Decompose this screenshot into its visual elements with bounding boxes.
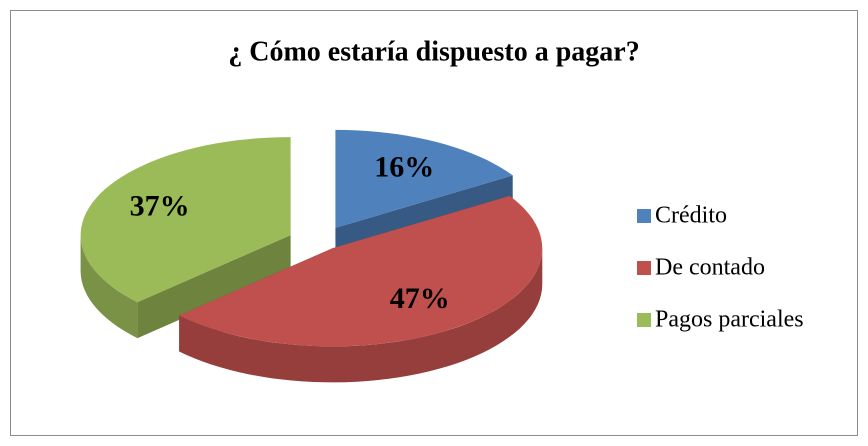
legend-label: Pagos parciales — [655, 307, 804, 333]
data-label: 37% — [130, 189, 190, 222]
slice — [80, 137, 291, 303]
data-label: 16% — [374, 150, 434, 183]
legend-label: De contado — [655, 255, 765, 281]
legend-swatch — [637, 261, 651, 275]
legend-swatch — [637, 209, 651, 223]
slice — [80, 137, 291, 339]
slice — [335, 129, 513, 228]
slice-side — [179, 248, 543, 383]
slice — [179, 195, 543, 383]
chart-title: ¿ Cómo estaría dispuesto a pagar? — [228, 36, 639, 67]
data-label: 47% — [390, 282, 450, 315]
slice — [179, 195, 543, 347]
slice-side — [80, 235, 138, 339]
legend-swatch — [637, 313, 651, 327]
slice-side — [137, 235, 291, 339]
legend-label: Crédito — [655, 203, 727, 229]
